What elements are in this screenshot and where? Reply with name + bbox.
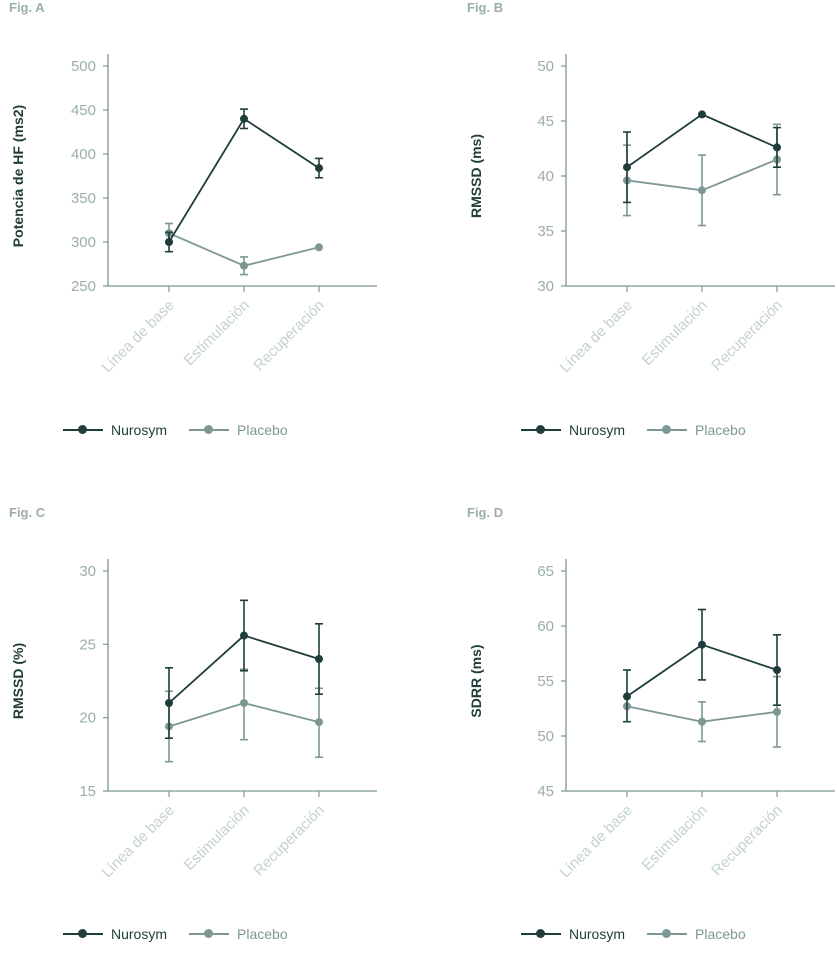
x-tick-label: Estimulación [639, 297, 711, 369]
x-tick-label: Recuperación [708, 297, 785, 374]
data-point [698, 110, 706, 119]
legend: Nurosym Placebo [63, 926, 288, 942]
chart-fig-c: 15 20 25 30 RMSSD (%) Línea de base Estimulaci… [10, 559, 377, 881]
legend-item-placebo: Placebo [189, 926, 288, 942]
x-tick-label: Estimulación [181, 297, 253, 369]
legend-placebo-label: Placebo [695, 422, 746, 438]
y-tick-label: 55 [537, 673, 554, 690]
y-tick-label: 500 [71, 58, 96, 75]
x-tick-label: Línea de base [557, 297, 636, 376]
data-point [315, 655, 323, 663]
data-point [773, 143, 781, 152]
legend-item-nurosym: Nurosym [521, 926, 625, 942]
legend-placebo-label: Placebo [237, 422, 288, 438]
y-tick-label: 450 [71, 102, 96, 119]
legend-item-nurosym: Nurosym [521, 422, 625, 438]
y-tick-label: 35 [537, 223, 554, 240]
data-point [698, 186, 706, 195]
x-tick-label: Estimulación [639, 802, 711, 874]
y-tick-label: 400 [71, 146, 96, 163]
y-tick-label: 40 [537, 168, 554, 185]
fig-label: Fig. A [9, 0, 45, 15]
legend-placebo-label: Placebo [695, 926, 746, 942]
data-point [165, 238, 173, 246]
legend-placebo-label: Placebo [237, 926, 288, 942]
data-point [315, 164, 323, 173]
y-tick-label: 60 [537, 618, 554, 635]
y-tick-label: 45 [537, 783, 554, 800]
legend-nurosym-marker [63, 425, 103, 434]
data-point [698, 717, 706, 726]
y-tick-label: 15 [79, 783, 96, 800]
fig-label: Fig. B [467, 0, 504, 15]
legend: Nurosym Placebo [521, 422, 746, 438]
panel-fig-c: Fig. C 15 20 25 30 RMSSD (%) Línea de base Est… [9, 505, 427, 978]
panel-fig-a: Fig. A 250 300 350 400 450 500 Potencia de HF … [9, 0, 427, 473]
data-point [240, 261, 248, 270]
y-tick-label: 25 [79, 636, 96, 653]
y-axis-label: SDRR (ms) [468, 644, 484, 717]
y-tick-label: 45 [537, 113, 554, 130]
y-tick-label: 350 [71, 190, 96, 207]
data-point [773, 707, 781, 716]
series-line-nurosym [168, 117, 320, 243]
data-point [773, 666, 781, 674]
y-tick-label: 300 [71, 234, 96, 251]
data-point [623, 163, 631, 172]
legend: Nurosym Placebo [521, 926, 746, 942]
y-tick-label: 50 [537, 728, 554, 745]
data-point [165, 699, 173, 707]
legend-item-placebo: Placebo [647, 926, 746, 942]
legend-nurosym-label: Nurosym [569, 422, 626, 438]
legend-placebo-marker [189, 929, 230, 938]
legend-nurosym-label: Nurosym [111, 422, 168, 438]
legend-item-placebo: Placebo [189, 422, 288, 438]
legend-nurosym-label: Nurosym [111, 926, 168, 942]
x-tick-label: Línea de base [99, 297, 178, 376]
y-tick-label: 30 [79, 563, 96, 580]
x-tick-label: Recuperación [708, 802, 785, 879]
y-axis-label: Potencia de HF (ms2) [10, 105, 26, 247]
panel-fig-d: Fig. D 45 50 55 60 65 SDRR (ms) Línea de base E… [467, 505, 837, 978]
legend-placebo-marker [189, 425, 230, 434]
fig-label: Fig. D [467, 505, 504, 520]
fig-label: Fig. C [9, 505, 46, 520]
data-point [698, 640, 706, 649]
legend-item-placebo: Placebo [647, 422, 746, 438]
data-point [315, 718, 323, 727]
data-point [240, 114, 248, 123]
chart-fig-b: 30 35 40 45 50 RMSSD (ms) Línea de base Estimul… [468, 54, 835, 376]
legend-placebo-marker [647, 929, 688, 938]
legend-item-nurosym: Nurosym [63, 422, 167, 438]
x-tick-label: Recuperación [250, 802, 327, 879]
x-tick-label: Estimulación [181, 802, 253, 874]
y-tick-label: 250 [71, 278, 96, 295]
chart-fig-a: 250 300 350 400 450 500 Potencia de HF (ms2) Lí… [10, 54, 377, 376]
y-tick-label: 65 [537, 563, 554, 580]
legend-item-nurosym: Nurosym [63, 926, 167, 942]
y-tick-label: 30 [537, 278, 554, 295]
chart-fig-d: 45 50 55 60 65 SDRR (ms) Línea de base Estimula… [468, 559, 835, 881]
x-tick-label: Recuperación [250, 297, 327, 374]
x-tick-label: Línea de base [557, 802, 636, 881]
legend: Nurosym Placebo [63, 422, 288, 438]
y-axis-label: RMSSD (%) [10, 643, 26, 719]
x-tick-label: Línea de base [99, 802, 178, 881]
panel-fig-b: Fig. B 30 35 40 45 50 RMSSD (ms) Línea de base… [467, 0, 837, 473]
legend-nurosym-label: Nurosym [569, 926, 626, 942]
legend-nurosym-marker [521, 425, 561, 434]
y-tick-label: 20 [79, 710, 96, 727]
y-tick-label: 50 [537, 58, 554, 75]
data-point [240, 631, 248, 640]
y-axis-label: RMSSD (ms) [468, 134, 484, 218]
data-point [240, 699, 248, 707]
legend-nurosym-marker [63, 929, 103, 938]
legend-nurosym-marker [521, 929, 561, 938]
legend-placebo-marker [647, 425, 688, 434]
data-point [623, 692, 631, 701]
data-point [315, 243, 323, 252]
